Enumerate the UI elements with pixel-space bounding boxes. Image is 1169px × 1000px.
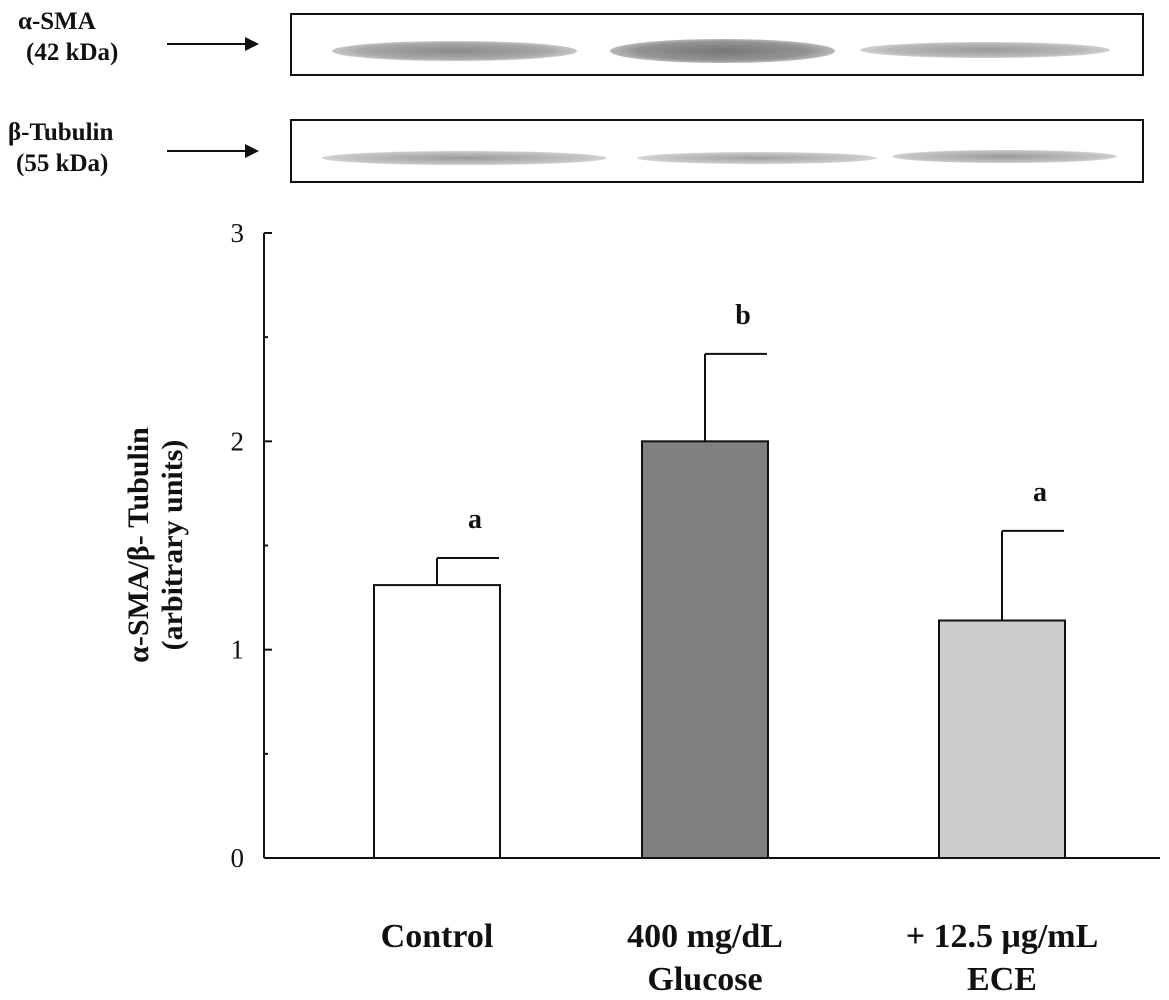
beta-tubulin-protein-label: β-Tubulin [8,119,114,146]
alpha-sma-protein-label: α-SMA [18,8,96,35]
beta-tubulin-arrow [167,144,259,158]
x-category-label: + 12.5 μg/mL [906,918,1099,955]
beta-tubulin-band-ece [892,150,1117,163]
bar [641,440,769,859]
alpha-sma-blot-strip [290,13,1144,76]
bar [938,619,1066,859]
y-tick-label: 0 [231,843,245,873]
y-axis-title-line1: α-SMA/β- Tubulin [122,427,155,663]
beta-tubulin-band-glucose [637,152,877,164]
bar [373,584,501,859]
alpha-sma-arrow [167,37,259,51]
beta-tubulin-blot-strip [290,119,1144,183]
y-tick-label: 3 [231,218,245,248]
beta-tubulin-size-label: (55 kDa) [16,150,109,177]
y-axis-title-line2: (arbitrary units) [156,440,189,651]
x-category-label: 400 mg/dL [627,918,783,955]
x-category-label-line2: Glucose [647,961,762,998]
plot-area: 0 1 2 3 a Control b 400 mg/dL Glucose a + 12.5 μg/… [231,218,1160,998]
alpha-sma-size-label: (42 kDa) [26,39,119,66]
x-category-label: Control [381,918,494,955]
blot-label-beta-tubulin: β-Tubulin (55 kDa) [8,117,113,179]
y-tick-label: 1 [231,635,245,665]
significance-label: a [468,504,482,535]
x-category-label-line2: ECE [967,961,1037,998]
y-axis-title: α-SMA/β- Tubulin (arbitrary units) [122,427,189,663]
significance-label: b [735,300,751,331]
alpha-sma-band-ece [860,42,1110,58]
y-tick-label: 2 [231,426,245,456]
significance-label: a [1033,477,1047,508]
alpha-sma-band-glucose [610,39,835,63]
beta-tubulin-band-control [322,151,607,165]
blot-label-alpha-sma: α-SMA (42 kDa) [18,6,118,68]
alpha-sma-band-control [332,41,577,61]
